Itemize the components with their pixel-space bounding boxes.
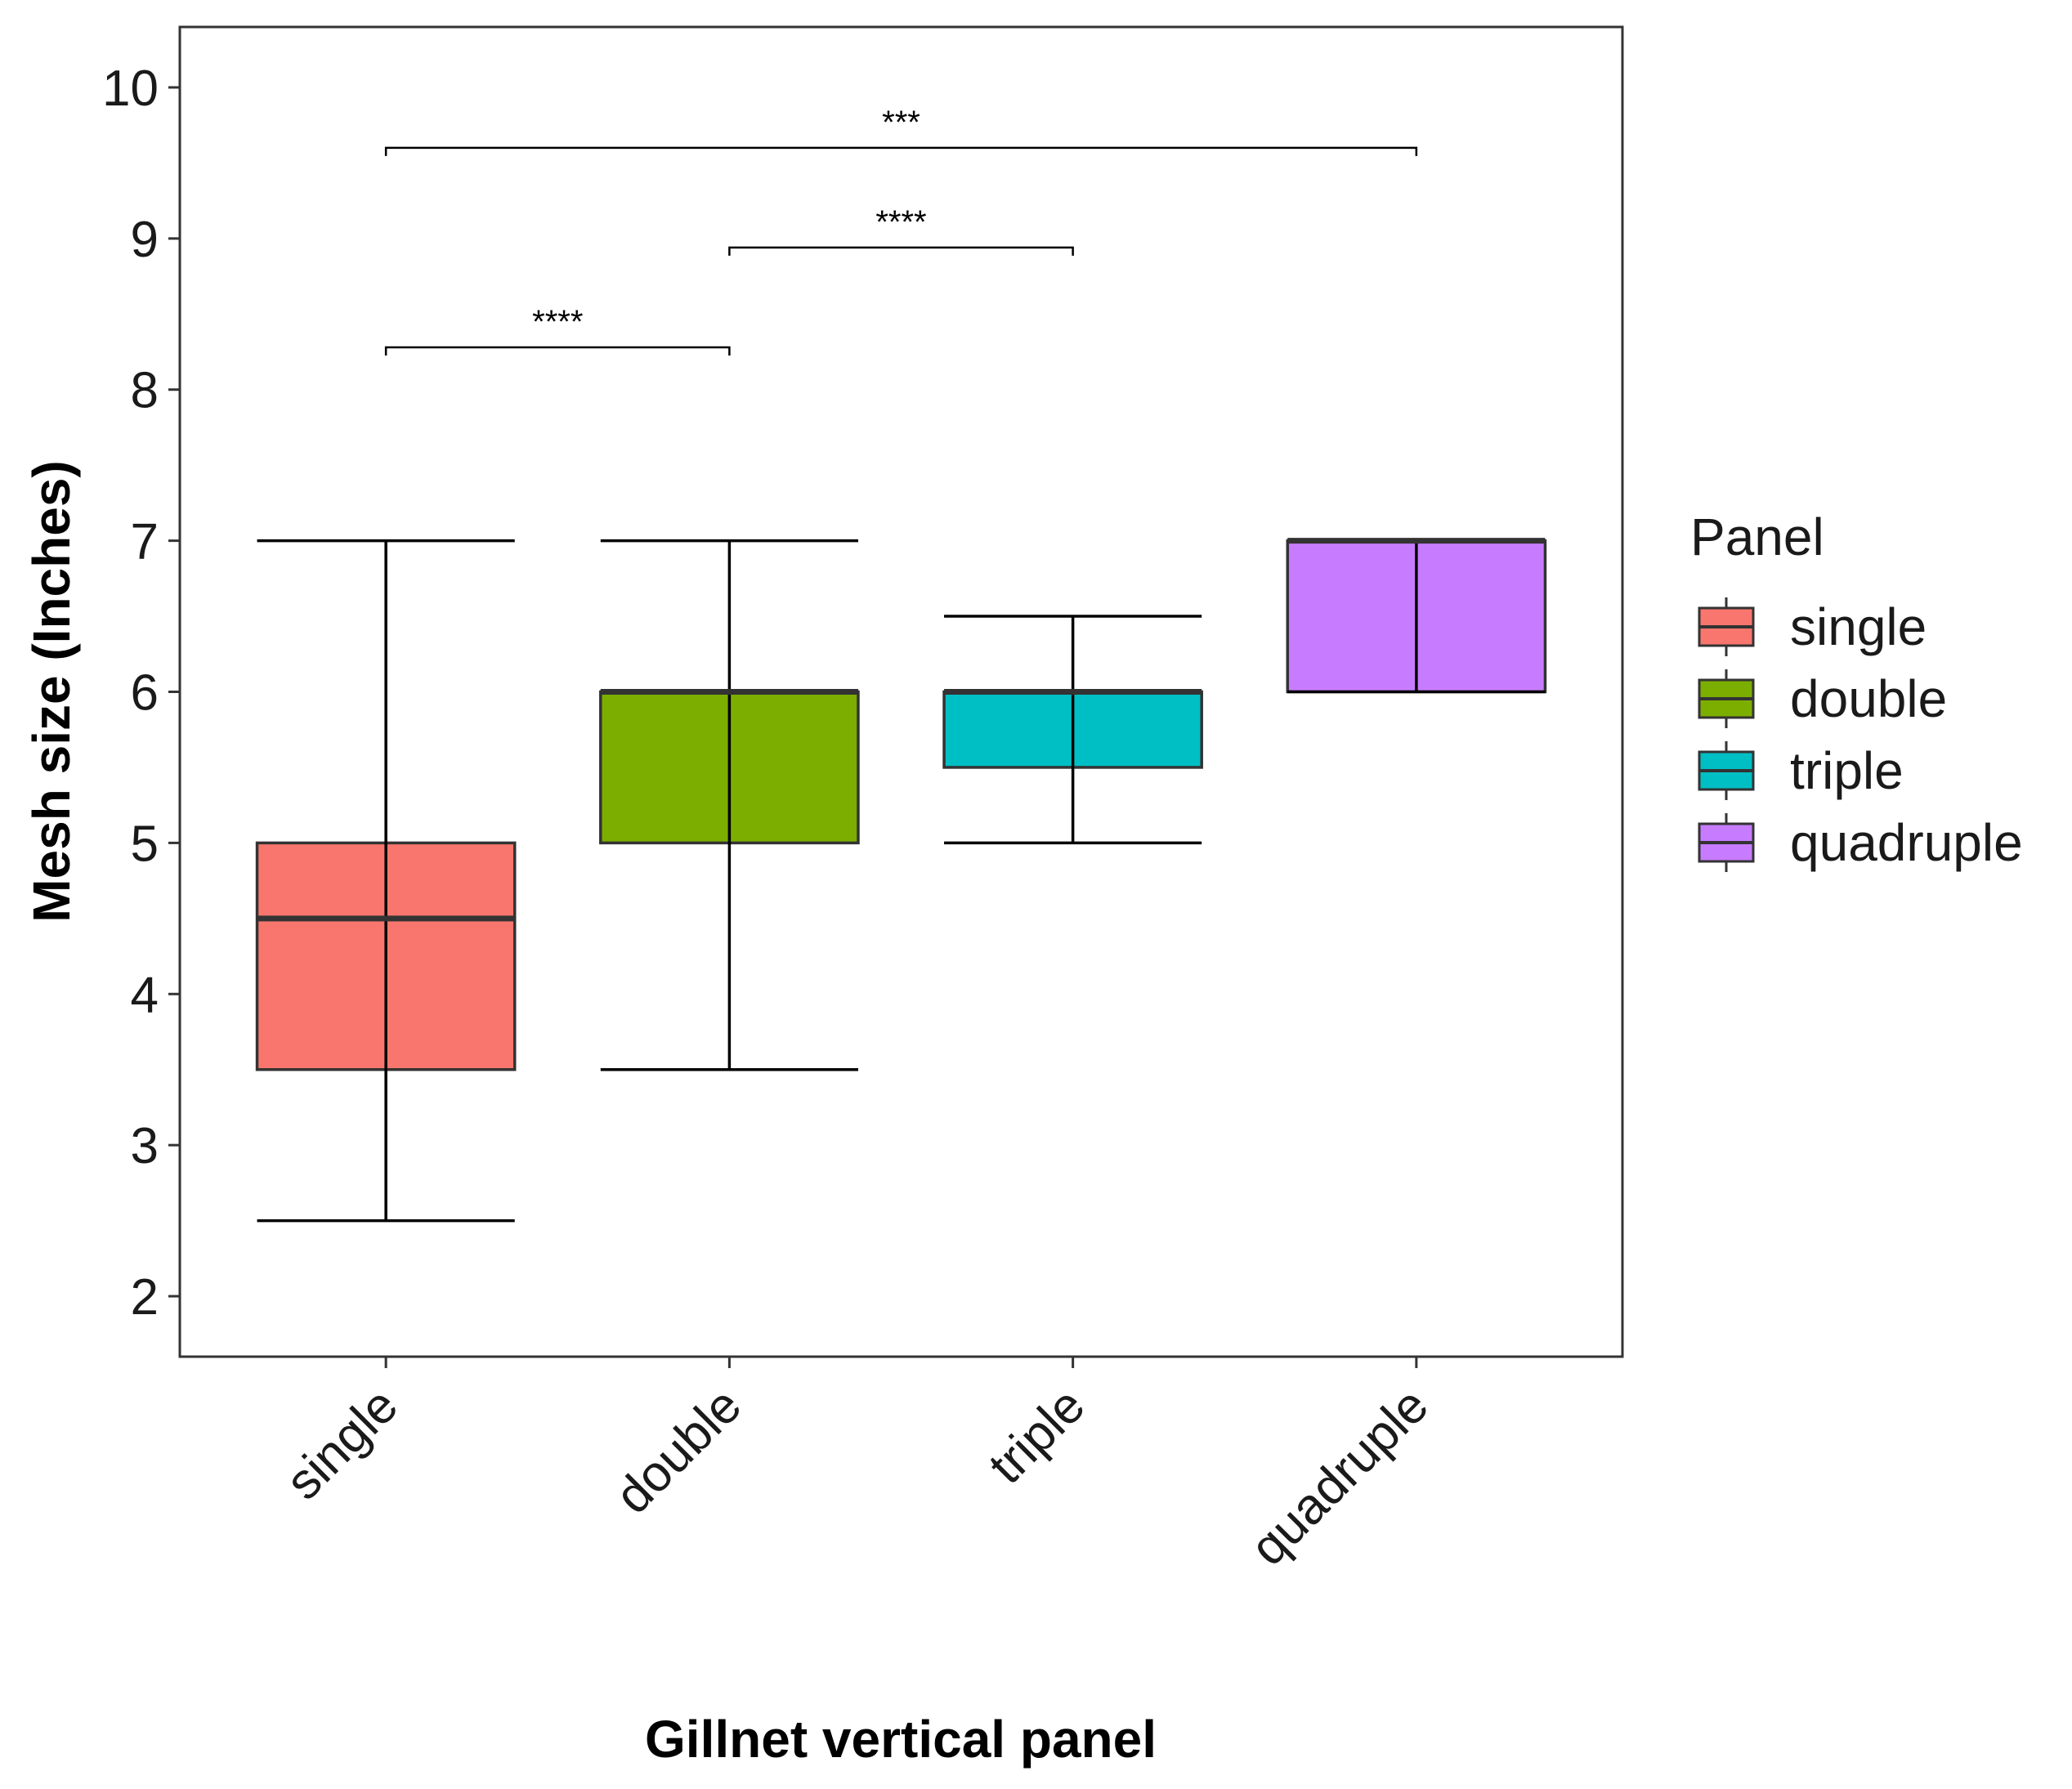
significance-bracket-3: *** — [384, 105, 1418, 156]
legend-label-triple: triple — [1790, 741, 1904, 800]
y-tick-label: 9 — [131, 212, 159, 268]
legend-entry-quadruple: quadruple — [1698, 813, 2023, 872]
significance-label-2: **** — [875, 204, 926, 240]
legend-title: Panel — [1690, 508, 1824, 566]
y-tick-label: 5 — [131, 816, 159, 872]
box-triple — [942, 615, 1203, 845]
significance-label-3: *** — [882, 105, 920, 141]
significance-line-2 — [728, 246, 1074, 256]
y-axis: 2 3 4 5 6 7 8 9 10 — [102, 60, 180, 1326]
legend-label-single: single — [1790, 597, 1927, 656]
box-series — [255, 538, 1547, 1223]
y-tick-label: 7 — [131, 514, 159, 570]
x-axis-title: Gillnet vertical panel — [645, 1710, 1157, 1769]
legend-entry-single: single — [1698, 597, 1927, 656]
legend-label-quadruple: quadruple — [1790, 813, 2023, 872]
legend: Panel single double triple quadruple — [1690, 508, 2023, 872]
significance-line-1 — [384, 346, 731, 356]
significance-annotations: *********** — [384, 105, 1418, 356]
y-tick-label: 4 — [131, 967, 159, 1023]
significance-line-3 — [384, 146, 1418, 156]
significance-label-1: **** — [532, 304, 583, 340]
y-tick-label: 6 — [131, 665, 159, 722]
box-quadruple — [1286, 538, 1547, 694]
box-single — [255, 539, 517, 1223]
y-tick-label: 2 — [131, 1269, 159, 1326]
legend-label-double: double — [1790, 669, 1947, 728]
significance-bracket-1: **** — [384, 304, 731, 356]
significance-bracket-2: **** — [728, 204, 1074, 256]
y-axis-title: Mesh size (Inches) — [22, 460, 81, 923]
y-tick-label: 8 — [131, 363, 159, 419]
y-tick-label: 3 — [131, 1118, 159, 1174]
legend-entry-triple: triple — [1698, 741, 1904, 800]
legend-entry-double: double — [1698, 669, 1947, 728]
y-tick-label: 10 — [102, 60, 159, 117]
box-double — [599, 539, 860, 1071]
